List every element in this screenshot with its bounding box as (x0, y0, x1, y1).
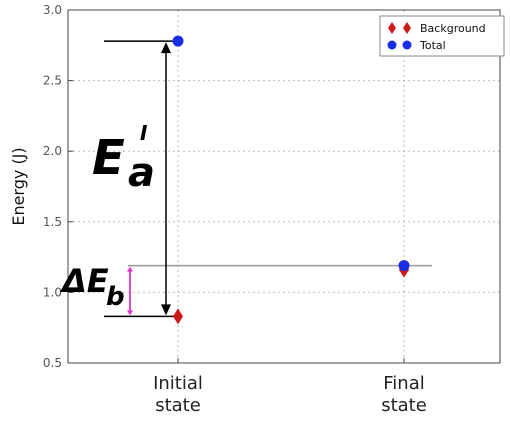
legend-marker-total (402, 40, 412, 50)
x-category-label-line: state (155, 395, 201, 416)
plot-frame (67, 9, 501, 364)
ea-arrow-head-up (161, 42, 171, 54)
x-category-label-line: Initial (153, 373, 203, 394)
delta-arrow-head-down (127, 310, 133, 316)
y-tick-label: 3.0 (43, 3, 62, 17)
data-points (172, 35, 410, 325)
y-tick-label: 2.5 (43, 74, 62, 88)
y-tick-label: 0.5 (43, 356, 62, 370)
legend-box (379, 15, 505, 57)
background-point (173, 308, 183, 325)
y-tick-label: 1.5 (43, 215, 62, 229)
total-point (398, 260, 410, 272)
legend: Background Total (379, 15, 505, 57)
ea-subscript: a (128, 150, 155, 196)
y-axis-label: Energy (J) (9, 147, 28, 225)
legend-marker-background (388, 22, 396, 34)
ea-symbol: E (92, 130, 125, 186)
delta-arrow-head-up (127, 266, 133, 272)
delta-symbol: ΔE (59, 262, 109, 300)
y-axis-ticks: 0.5 1.0 1.5 2.0 2.5 3.0 (43, 3, 405, 370)
x-category-label-line: state (381, 395, 427, 416)
delta-subscript: b (106, 282, 125, 312)
legend-marker-total (387, 40, 397, 50)
y-tick-label: 1.0 (43, 285, 62, 299)
ea-superscript: I (140, 121, 148, 145)
legend-marker-background (403, 22, 411, 34)
total-point (172, 35, 184, 47)
legend-label: Background (420, 22, 486, 35)
legend-label: Total (419, 39, 446, 52)
x-category-label: Initial state (153, 373, 203, 416)
x-category-label: Final state (381, 373, 427, 416)
y-tick-label: 2.0 (43, 144, 62, 158)
ea-arrow-head-down (161, 304, 171, 316)
x-category-label-line: Final (383, 373, 424, 394)
